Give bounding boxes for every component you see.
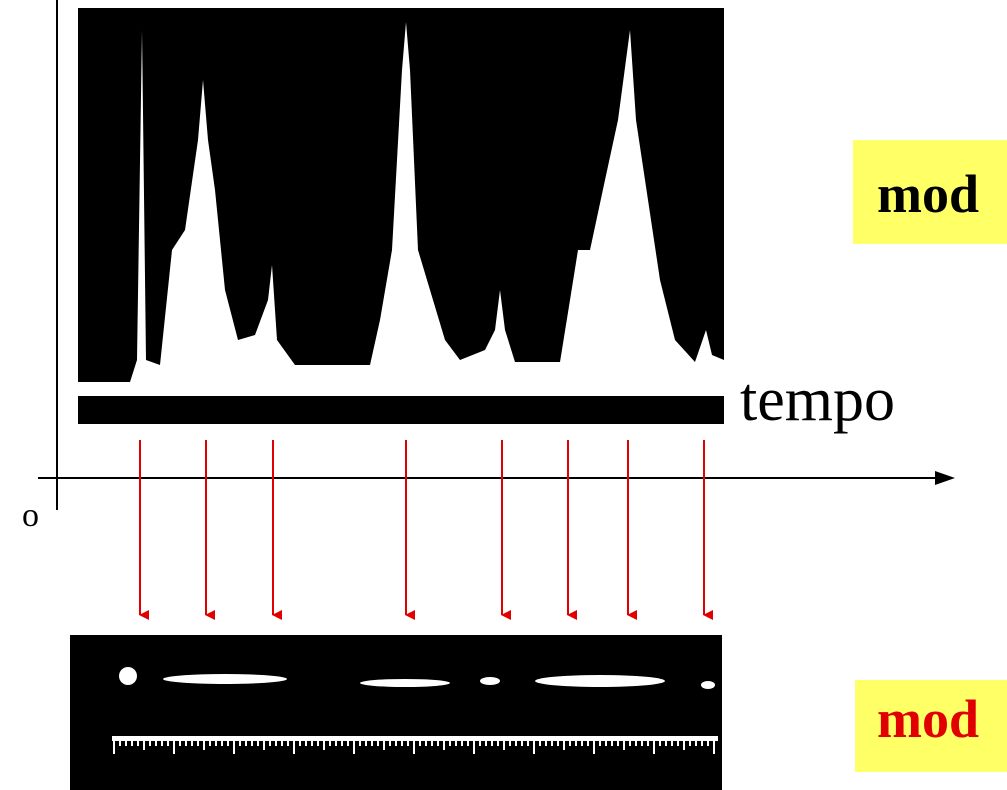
label-box (855, 680, 1007, 772)
echo (163, 674, 287, 684)
echo (360, 679, 450, 687)
echo (535, 675, 665, 687)
origin-label: o (22, 497, 39, 534)
echo (480, 677, 500, 685)
b-mode-echoes (112, 667, 718, 741)
baseline (78, 382, 724, 388)
a-mode-trace (78, 22, 724, 396)
ruler-ticks (113, 740, 715, 754)
x-axis-arrowhead (935, 471, 955, 485)
ruler (112, 736, 718, 741)
b-mode-label: mod (877, 689, 979, 749)
a-mode-label: mod (877, 164, 979, 224)
time-axis-label: tempo (740, 366, 895, 434)
b-mode-panel (70, 635, 722, 790)
echo (701, 681, 715, 689)
arrows (139, 440, 713, 620)
label-box (853, 140, 1007, 244)
echo (119, 667, 137, 685)
